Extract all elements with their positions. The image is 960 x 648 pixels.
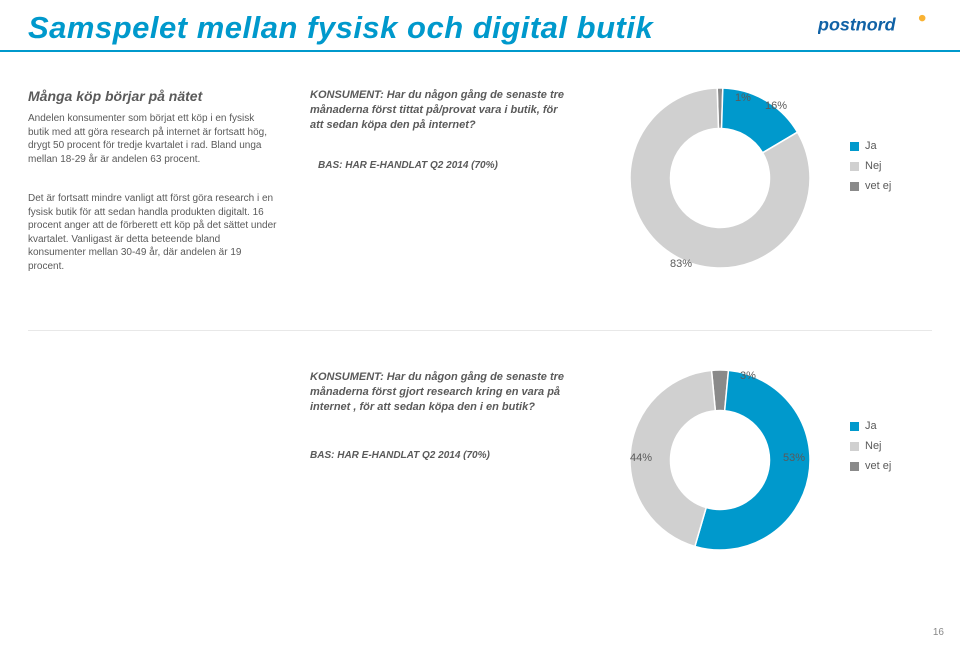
chart1-bas: BAS: HAR E-HANDLAT Q2 2014 (70%)	[318, 160, 578, 171]
subtitle: Många köp börjar på nätet	[28, 88, 202, 104]
body-paragraph-2: Det är fortsatt mindre vanligt att först…	[28, 192, 278, 273]
legend-swatch	[850, 182, 859, 191]
section-divider	[28, 330, 932, 331]
legend-swatch	[850, 462, 859, 471]
logo-dot-icon	[919, 15, 926, 22]
data-label-vetej: 3%	[740, 370, 756, 382]
page-title: Samspelet mellan fysisk och digital buti…	[28, 10, 653, 46]
legend-item-vet-ej: vet ej	[850, 460, 891, 472]
legend-label: vet ej	[865, 180, 891, 192]
data-label-ja: 53%	[783, 452, 805, 464]
legend-label: Ja	[865, 140, 877, 152]
chart2-question: KONSUMENT: Har du någon gång de senaste …	[310, 370, 570, 415]
legend-label: Ja	[865, 420, 877, 432]
legend-label: Nej	[865, 440, 882, 452]
legend-swatch	[850, 422, 859, 431]
logo-text: postnord	[818, 14, 897, 34]
title-underline	[0, 50, 960, 52]
legend-item-nej: Nej	[850, 440, 891, 452]
legend-item-ja: Ja	[850, 140, 891, 152]
body-paragraph-1: Andelen konsumenter som börjat ett köp i…	[28, 112, 278, 166]
data-label-vetej: 1%	[735, 92, 751, 104]
chart2-legend: Ja Nej vet ej	[850, 420, 891, 480]
chart1-donut	[620, 78, 820, 278]
data-label-ja: 16%	[765, 100, 787, 112]
data-label-nej: 83%	[670, 258, 692, 270]
legend-swatch	[850, 162, 859, 171]
legend-item-ja: Ja	[850, 420, 891, 432]
legend-label: Nej	[865, 160, 882, 172]
legend-item-vet-ej: vet ej	[850, 180, 891, 192]
data-label-nej: 44%	[630, 452, 652, 464]
chart1-legend: Ja Nej vet ej	[850, 140, 891, 200]
page-number: 16	[933, 627, 944, 638]
legend-item-nej: Nej	[850, 160, 891, 172]
legend-swatch	[850, 442, 859, 451]
legend-label: vet ej	[865, 460, 891, 472]
chart1-question: KONSUMENT: Har du någon gång de senaste …	[310, 88, 570, 133]
chart2-bas: BAS: HAR E-HANDLAT Q2 2014 (70%)	[310, 450, 570, 461]
postnord-logo: postnord	[818, 14, 932, 35]
legend-swatch	[850, 142, 859, 151]
